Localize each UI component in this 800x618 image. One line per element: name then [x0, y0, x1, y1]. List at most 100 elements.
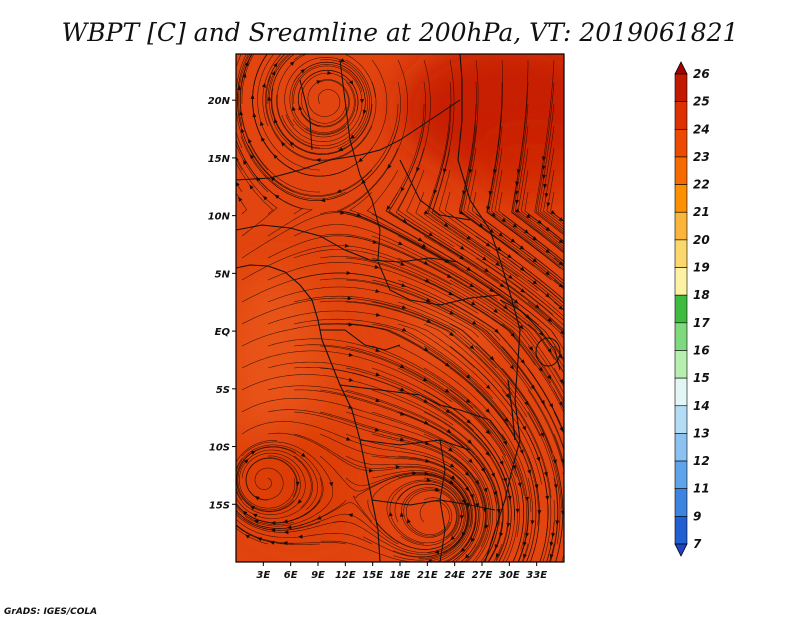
streamline-arrow	[537, 510, 542, 515]
streamline-arrow	[558, 261, 564, 266]
streamline-arrow	[298, 534, 303, 539]
streamline-arrow	[300, 69, 306, 74]
lon-tick-label: 27E	[472, 570, 493, 581]
lat-tick-label: EQ	[215, 327, 231, 338]
streamline-arrow	[450, 475, 456, 480]
streamline-arrow	[348, 513, 353, 518]
streamline-arrow	[558, 283, 564, 288]
colorbar-segment	[674, 377, 688, 407]
streamline-arrow	[489, 356, 495, 361]
streamline-arrow	[399, 437, 405, 442]
streamline-arrow	[503, 440, 508, 446]
lat-tick-label: 5N	[215, 269, 231, 280]
streamline-arrow	[282, 541, 288, 546]
border-drc-south	[339, 384, 506, 441]
streamline-arrow	[236, 181, 240, 187]
colorbar-bottom-arrow	[674, 543, 688, 557]
streamline-arrow	[465, 398, 471, 404]
streamline-arrow	[280, 141, 286, 147]
colorbar-segment	[674, 128, 688, 158]
streamline-arrow	[550, 210, 556, 215]
colorbar-label: 14	[693, 399, 710, 413]
streamline-arrow	[472, 320, 477, 325]
streamline-arrow	[522, 541, 527, 547]
streamline-arrow	[243, 159, 248, 165]
streamline-arrow	[507, 495, 512, 501]
lon-tick-label: 33E	[526, 570, 547, 581]
border-mali-niger	[299, 79, 313, 151]
colorbar-label: 16	[693, 343, 710, 357]
colorbar-label: 18	[693, 288, 710, 302]
colorbar-segment	[674, 101, 688, 130]
streamline-arrow	[400, 261, 406, 266]
streamline-arrow	[485, 384, 491, 390]
colorbar: 26 25 24 23 22 21 20 19 18 17 16 15 14 13 12 11 9 7	[674, 61, 710, 557]
streamline-arrow	[558, 239, 564, 244]
streamline-arrow	[421, 243, 427, 248]
streamline-arrow	[249, 184, 254, 190]
lake-victoria	[535, 337, 561, 367]
streamline-arrow	[401, 305, 407, 309]
streamline-arrow	[316, 80, 322, 85]
streamline-arrow	[494, 544, 499, 550]
warm-region-east	[470, 130, 564, 210]
streamline-arrow	[400, 187, 405, 192]
streamline-arrow	[471, 301, 476, 306]
streamline-arrow	[444, 388, 450, 393]
border-gabon-congo	[320, 329, 401, 351]
colorbar-label: 9	[693, 509, 701, 523]
streamline-arrow	[360, 99, 364, 104]
lon-tick-label: 21E	[417, 570, 438, 581]
border-angola-zambia	[359, 439, 471, 451]
streamline-arrow	[464, 471, 470, 477]
streamline-arrow	[545, 293, 550, 298]
streamline-arrow	[498, 232, 504, 237]
streamline-arrow	[245, 534, 250, 539]
colorbar-label: 7	[693, 537, 702, 551]
border-sahel-north	[236, 99, 461, 181]
streamline-arrow	[386, 205, 391, 211]
streamline-arrow	[461, 531, 466, 537]
streamline-arrow	[468, 458, 473, 464]
streamline-arrow	[499, 460, 504, 466]
streamline-arrow	[401, 283, 407, 287]
streamline-arrow	[289, 141, 294, 146]
streamline-arrow	[549, 403, 553, 409]
streamline-arrow	[449, 310, 455, 315]
streamline-arrow	[534, 304, 540, 309]
streamline-arrow	[549, 554, 554, 559]
streamline-arrow	[289, 61, 295, 66]
streamline-arrow	[560, 459, 564, 464]
streamline-arrow	[478, 223, 484, 228]
streamline-arrow	[243, 459, 249, 464]
lake-tanganyika	[507, 379, 516, 441]
streamline-arrow	[510, 238, 516, 243]
streamline-arrow	[481, 467, 485, 473]
streamline-arrow	[316, 515, 322, 520]
streamline-arrow	[508, 274, 513, 279]
streamline-arrow	[530, 520, 535, 525]
streamline-arrow	[286, 525, 292, 530]
streamline-arrow	[423, 347, 429, 352]
streamline-arrow	[537, 219, 543, 225]
streamline-arrow	[460, 547, 466, 553]
chart-title: WBPT [C] and Sreamline at 200hPa, VT: 20…	[62, 18, 739, 47]
streamline-arrow	[523, 553, 527, 559]
colorbar-label: 23	[693, 150, 710, 164]
streamline-arrow	[494, 328, 499, 334]
streamline-arrow	[426, 478, 432, 482]
streamline-arrow	[434, 549, 440, 554]
streamline-arrow	[495, 261, 500, 266]
streamline-arrow	[485, 408, 490, 414]
colorbar-top-arrow	[674, 61, 688, 75]
streamline-arrow	[560, 330, 564, 336]
streamline-arrow	[493, 308, 499, 313]
streamline-arrow	[273, 154, 278, 159]
colorbar-segment	[674, 73, 688, 102]
colorbar-segment	[674, 211, 688, 241]
streamline-arrow	[374, 264, 380, 269]
colorbar-label: 17	[693, 316, 710, 330]
colorbar-segment	[674, 350, 688, 379]
streamline-arrow	[467, 439, 472, 444]
streamline	[293, 54, 304, 61]
